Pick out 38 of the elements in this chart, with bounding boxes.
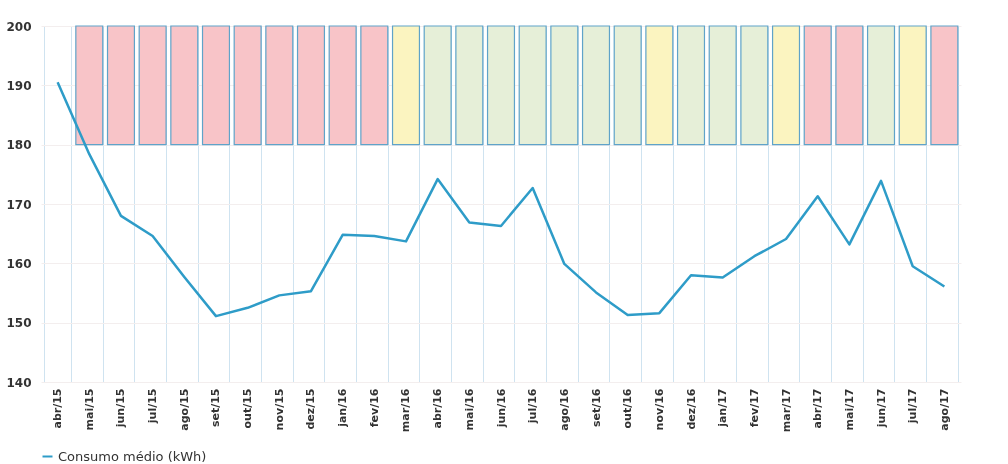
y-tick-label: 190: [6, 78, 32, 93]
x-tick-label: jan/16: [336, 388, 350, 428]
x-tick-label: fev/16: [367, 388, 381, 428]
y-tick-label: 160: [6, 256, 32, 271]
x-tick-label: out/15: [241, 388, 255, 429]
x-tick-label: dez/15: [304, 388, 318, 430]
x-tick-label: jun/16: [494, 388, 508, 429]
x-tick-label: jul/15: [146, 388, 160, 425]
x-tick-label: jun/15: [114, 388, 128, 429]
x-tick-label: ago/15: [177, 388, 191, 431]
x-tick-label: mai/15: [82, 388, 96, 431]
x-tick-label: nov/16: [652, 388, 666, 431]
y-tick-label: 150: [6, 316, 32, 331]
x-tick-label: mar/16: [399, 388, 413, 433]
y-tick-label: 180: [6, 138, 32, 153]
x-tick-label: jul/17: [906, 388, 920, 425]
x-tick-label: jul/16: [526, 388, 540, 425]
x-tick-label: jun/17: [874, 388, 888, 429]
legend-label: Consumo médio (kWh): [58, 448, 207, 464]
y-tick-label: 170: [6, 197, 32, 212]
x-tick-label: dez/16: [684, 388, 698, 430]
x-tick-label: fev/17: [747, 388, 761, 428]
x-tick-label: abr/15: [51, 388, 65, 429]
x-tick-label: abr/17: [811, 388, 825, 429]
x-tick-label: set/16: [589, 388, 603, 428]
y-tick-label: 200: [6, 19, 32, 34]
x-tick-label: set/15: [209, 388, 223, 428]
x-tick-label: mai/17: [842, 388, 856, 431]
x-tick-label: mar/17: [779, 388, 793, 433]
y-tick-label: 140: [6, 375, 32, 390]
x-tick-label: out/16: [621, 388, 635, 429]
x-tick-label: jan/17: [716, 388, 730, 428]
x-tick-label: abr/16: [431, 388, 445, 429]
line-series: [56, 81, 946, 318]
x-tick-label: nov/15: [272, 388, 286, 431]
x-tick-label: mai/16: [462, 388, 476, 431]
x-tick-label: ago/16: [557, 388, 571, 431]
x-tick-label: ago/17: [937, 388, 951, 431]
